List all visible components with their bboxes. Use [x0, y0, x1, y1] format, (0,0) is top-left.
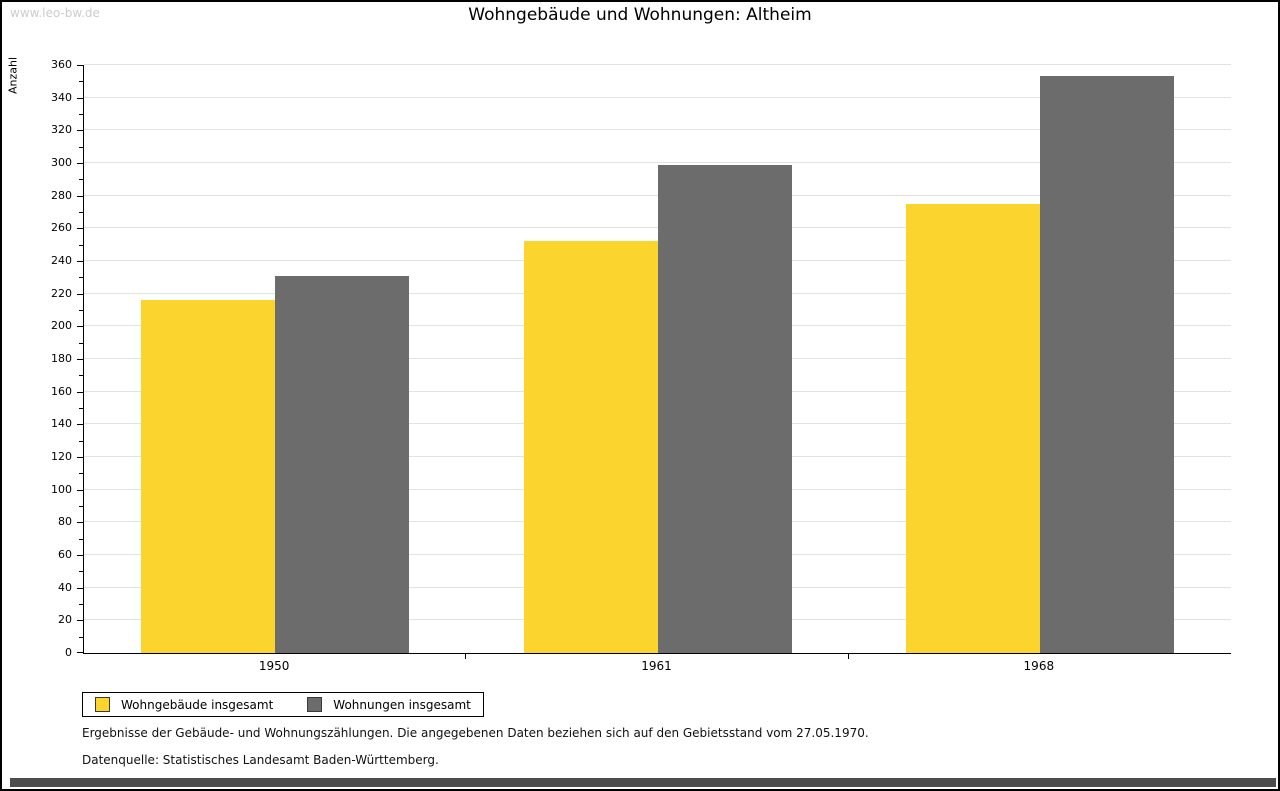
y-axis-tick-label: 0 — [65, 646, 72, 659]
y-axis-tick-label: 320 — [51, 123, 72, 136]
bar-1950-series2 — [275, 276, 409, 653]
y-axis-tick-label: 80 — [58, 515, 72, 528]
y-axis-tick-label: 60 — [58, 548, 72, 561]
bar-1961-series1 — [524, 241, 658, 653]
gridline — [84, 195, 1231, 196]
y-axis-tick-label: 200 — [51, 319, 72, 332]
y-axis-tick-label: 120 — [51, 450, 72, 463]
y-axis-minor-tick — [79, 114, 83, 115]
x-axis-group-tick — [848, 654, 849, 659]
y-axis-tick-label: 40 — [58, 581, 72, 594]
y-axis-minor-tick — [79, 343, 83, 344]
gridline — [84, 97, 1231, 98]
legend-label-wohngebaeude: Wohngebäude insgesamt — [121, 697, 274, 712]
legend-item-wohnungen: Wohnungen insgesamt — [307, 697, 471, 712]
y-axis-major-tick — [77, 457, 83, 458]
gridline — [84, 227, 1231, 228]
y-axis-tick-label: 260 — [51, 221, 72, 234]
footnote-source-note: Ergebnisse der Gebäude- und Wohnungszähl… — [82, 726, 869, 740]
footnote-data-source: Datenquelle: Statistisches Landesamt Bad… — [82, 753, 439, 767]
y-axis-minor-tick — [79, 408, 83, 409]
y-axis-tick-label: 220 — [51, 287, 72, 300]
legend-swatch-wohngebaeude — [95, 697, 110, 712]
y-axis-major-tick — [77, 294, 83, 295]
y-axis-major-tick — [77, 98, 83, 99]
gridline — [84, 64, 1231, 65]
y-axis-minor-tick — [79, 310, 83, 311]
bar-1968-series2 — [1040, 76, 1174, 653]
y-axis-tick-label: 340 — [51, 91, 72, 104]
x-axis-tick-label: 1950 — [258, 659, 290, 673]
y-axis-minor-tick — [79, 81, 83, 82]
gridline — [84, 162, 1231, 163]
y-axis-minor-tick — [79, 147, 83, 148]
y-axis-tick-label: 160 — [51, 385, 72, 398]
watermark: www.leo-bw.de — [10, 6, 100, 20]
y-axis-minor-tick — [79, 473, 83, 474]
y-axis-minor-tick — [79, 637, 83, 638]
bar-1968-series1 — [906, 204, 1040, 653]
chart-title: Wohngebäude und Wohnungen: Altheim — [468, 5, 812, 25]
y-axis-minor-tick — [79, 277, 83, 278]
bar-1950-series1 — [141, 300, 275, 653]
y-axis-major-tick — [77, 490, 83, 491]
y-axis-major-tick — [77, 555, 83, 556]
x-axis-tick-label: 1961 — [641, 659, 672, 673]
y-axis-major-tick — [77, 196, 83, 197]
y-axis-major-tick — [77, 261, 83, 262]
x-axis-tick-label: 1968 — [1023, 659, 1055, 673]
y-axis-tick-label: 300 — [51, 156, 72, 169]
y-axis-tick-label: 100 — [51, 483, 72, 496]
frame-bottom-shadow — [10, 778, 1276, 787]
y-axis-major-tick — [77, 652, 83, 653]
y-axis-major-tick — [77, 65, 83, 66]
y-axis-major-tick — [77, 424, 83, 425]
y-axis-tick-label: 280 — [51, 189, 72, 202]
y-axis-major-tick — [77, 392, 83, 393]
y-axis-minor-tick — [79, 212, 83, 213]
y-axis-tick-label: 20 — [58, 613, 72, 626]
y-axis-minor-tick — [79, 179, 83, 180]
y-axis-tick-label: 140 — [51, 417, 72, 430]
y-axis-minor-tick — [79, 506, 83, 507]
plot-area: 0 20 40 60 80 100 120 140 160 180 200 220 240 260 280 3… — [51, 58, 1231, 659]
legend: Wohngebäude insgesamt Wohnungen insgesam… — [82, 692, 484, 717]
legend-label-wohnungen: Wohnungen insgesamt — [333, 697, 471, 712]
y-axis-minor-tick — [79, 441, 83, 442]
y-axis-tick-label: 360 — [51, 58, 72, 71]
legend-item-wohngebaeude: Wohngebäude insgesamt — [95, 697, 273, 712]
y-axis-tick-label: 240 — [51, 254, 72, 267]
y-axis-minor-tick — [79, 245, 83, 246]
y-axis-major-tick — [77, 522, 83, 523]
y-axis-minor-tick — [79, 571, 83, 572]
y-axis-major-tick — [77, 130, 83, 131]
bar-1961-series2 — [658, 165, 792, 653]
y-axis-major-tick — [77, 326, 83, 327]
y-axis-tick-label: 180 — [51, 352, 72, 365]
x-axis-group-tick — [465, 654, 466, 659]
y-axis-minor-tick — [79, 375, 83, 376]
y-axis-minor-tick — [79, 604, 83, 605]
legend-swatch-wohnungen — [307, 697, 323, 712]
y-axis-major-tick — [77, 228, 83, 229]
gridline — [84, 129, 1231, 130]
y-axis-major-tick — [77, 163, 83, 164]
y-axis-major-tick — [77, 588, 83, 589]
y-axis-major-tick — [77, 359, 83, 360]
y-axis-major-tick — [77, 620, 83, 621]
y-axis-minor-tick — [79, 539, 83, 540]
